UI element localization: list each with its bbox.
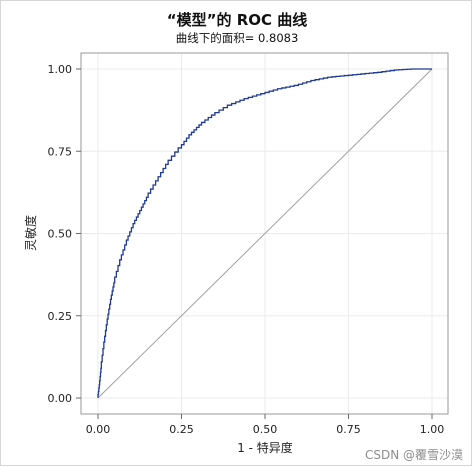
y-tick-label: 0.00: [48, 392, 73, 405]
y-tick-label: 0.25: [48, 310, 73, 323]
series-layer: [97, 68, 433, 399]
x-axis-label: 1 - 特异度: [237, 440, 293, 455]
roc-curve-line: [97, 68, 432, 398]
x-tick-label: 1.00: [420, 423, 445, 436]
grid: [81, 53, 448, 414]
x-tick-label: 0.00: [86, 423, 111, 436]
x-tick-label: 0.50: [253, 423, 278, 436]
chart-title: “模型”的 ROC 曲线: [167, 11, 307, 29]
x-tick-label: 0.25: [169, 423, 194, 436]
x-tick-label: 0.75: [336, 423, 361, 436]
chart-subtitle: 曲线下的面积= 0.8083: [176, 31, 299, 45]
y-tick-label: 1.00: [48, 63, 73, 76]
y-tick-label: 0.50: [48, 228, 73, 241]
y-axis-label: 灵敏度: [23, 215, 38, 251]
y-tick-label: 0.75: [48, 145, 73, 158]
reference-diagonal-line: [97, 68, 433, 399]
watermark: CSDN @覆雪沙漠: [365, 448, 463, 462]
axis-ticks: 0.00 0.25 0.50 0.75 1.00 0.00 0.25 0.50 0.75 1.00: [48, 63, 445, 436]
